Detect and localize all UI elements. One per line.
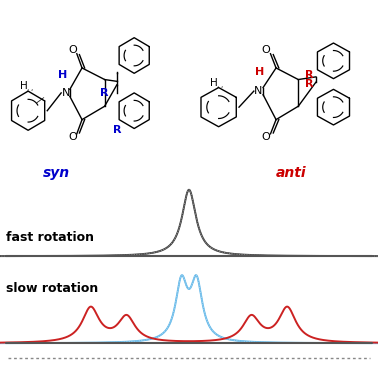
Text: O: O — [262, 132, 270, 142]
Text: O: O — [68, 132, 77, 142]
Text: H$_{,,}$: H$_{,,}$ — [209, 76, 225, 92]
Text: R: R — [101, 88, 109, 98]
Text: O: O — [262, 45, 270, 55]
Text: O: O — [68, 45, 77, 55]
Text: H: H — [58, 70, 68, 80]
Text: slow rotation: slow rotation — [6, 282, 98, 295]
Text: R: R — [305, 70, 314, 80]
Text: syn: syn — [42, 166, 70, 180]
Text: R: R — [113, 125, 121, 135]
Text: anti: anti — [276, 166, 306, 180]
Text: H: H — [255, 66, 264, 76]
Text: N: N — [62, 88, 71, 98]
Text: N: N — [254, 86, 263, 96]
Text: R: R — [305, 79, 314, 89]
Text: fast rotation: fast rotation — [6, 231, 94, 244]
Text: H$_{,,}$: H$_{,,}$ — [19, 80, 34, 95]
